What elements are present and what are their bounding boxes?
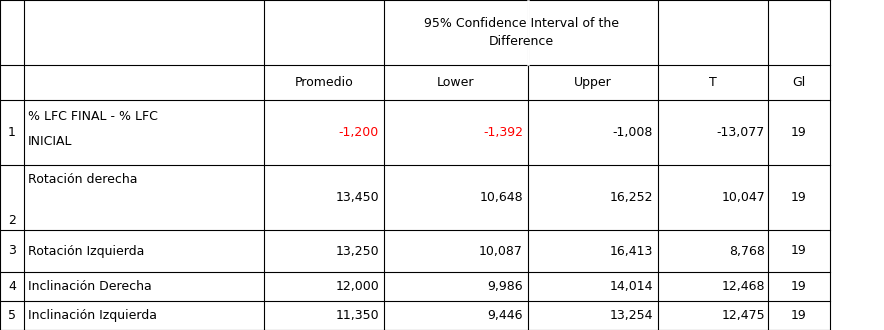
Text: 95% Confidence Interval of the
Difference: 95% Confidence Interval of the Differenc… <box>423 17 619 48</box>
Text: 12,475: 12,475 <box>721 309 765 322</box>
Text: 13,450: 13,450 <box>335 191 379 204</box>
Text: Upper: Upper <box>574 76 612 89</box>
Text: 1: 1 <box>8 126 16 139</box>
Text: -1,392: -1,392 <box>483 126 523 139</box>
Text: 5: 5 <box>8 309 16 322</box>
Text: 16,413: 16,413 <box>610 245 653 257</box>
Text: Rotación derecha: Rotación derecha <box>28 173 138 186</box>
Text: 9,986: 9,986 <box>487 280 523 293</box>
Text: 19: 19 <box>791 309 807 322</box>
Text: 10,648: 10,648 <box>479 191 523 204</box>
Text: Rotación Izquierda: Rotación Izquierda <box>28 245 144 257</box>
Text: 16,252: 16,252 <box>609 191 653 204</box>
Text: INICIAL: INICIAL <box>28 135 72 148</box>
Text: 19: 19 <box>791 191 807 204</box>
Text: 10,087: 10,087 <box>479 245 523 257</box>
Text: 19: 19 <box>791 280 807 293</box>
Text: -1,200: -1,200 <box>339 126 379 139</box>
Text: 4: 4 <box>8 280 16 293</box>
Text: 19: 19 <box>791 245 807 257</box>
Text: Gl: Gl <box>792 76 805 89</box>
Text: T: T <box>709 76 717 89</box>
Text: 9,446: 9,446 <box>487 309 523 322</box>
Text: -13,077: -13,077 <box>717 126 765 139</box>
Text: 13,250: 13,250 <box>335 245 379 257</box>
Text: 19: 19 <box>791 126 807 139</box>
Text: 13,254: 13,254 <box>609 309 653 322</box>
Text: Lower: Lower <box>438 76 475 89</box>
Text: 10,047: 10,047 <box>721 191 765 204</box>
Text: 3: 3 <box>8 245 16 257</box>
Text: 8,768: 8,768 <box>729 245 765 257</box>
Text: 12,468: 12,468 <box>721 280 765 293</box>
Text: 2: 2 <box>8 214 16 227</box>
Text: 11,350: 11,350 <box>335 309 379 322</box>
Text: Inclinación Izquierda: Inclinación Izquierda <box>28 309 157 322</box>
Text: 14,014: 14,014 <box>609 280 653 293</box>
Text: % LFC FINAL - % LFC: % LFC FINAL - % LFC <box>28 110 158 123</box>
Text: Promedio: Promedio <box>294 76 354 89</box>
Text: 12,000: 12,000 <box>335 280 379 293</box>
Text: -1,008: -1,008 <box>613 126 653 139</box>
Text: Inclinación Derecha: Inclinación Derecha <box>28 280 152 293</box>
